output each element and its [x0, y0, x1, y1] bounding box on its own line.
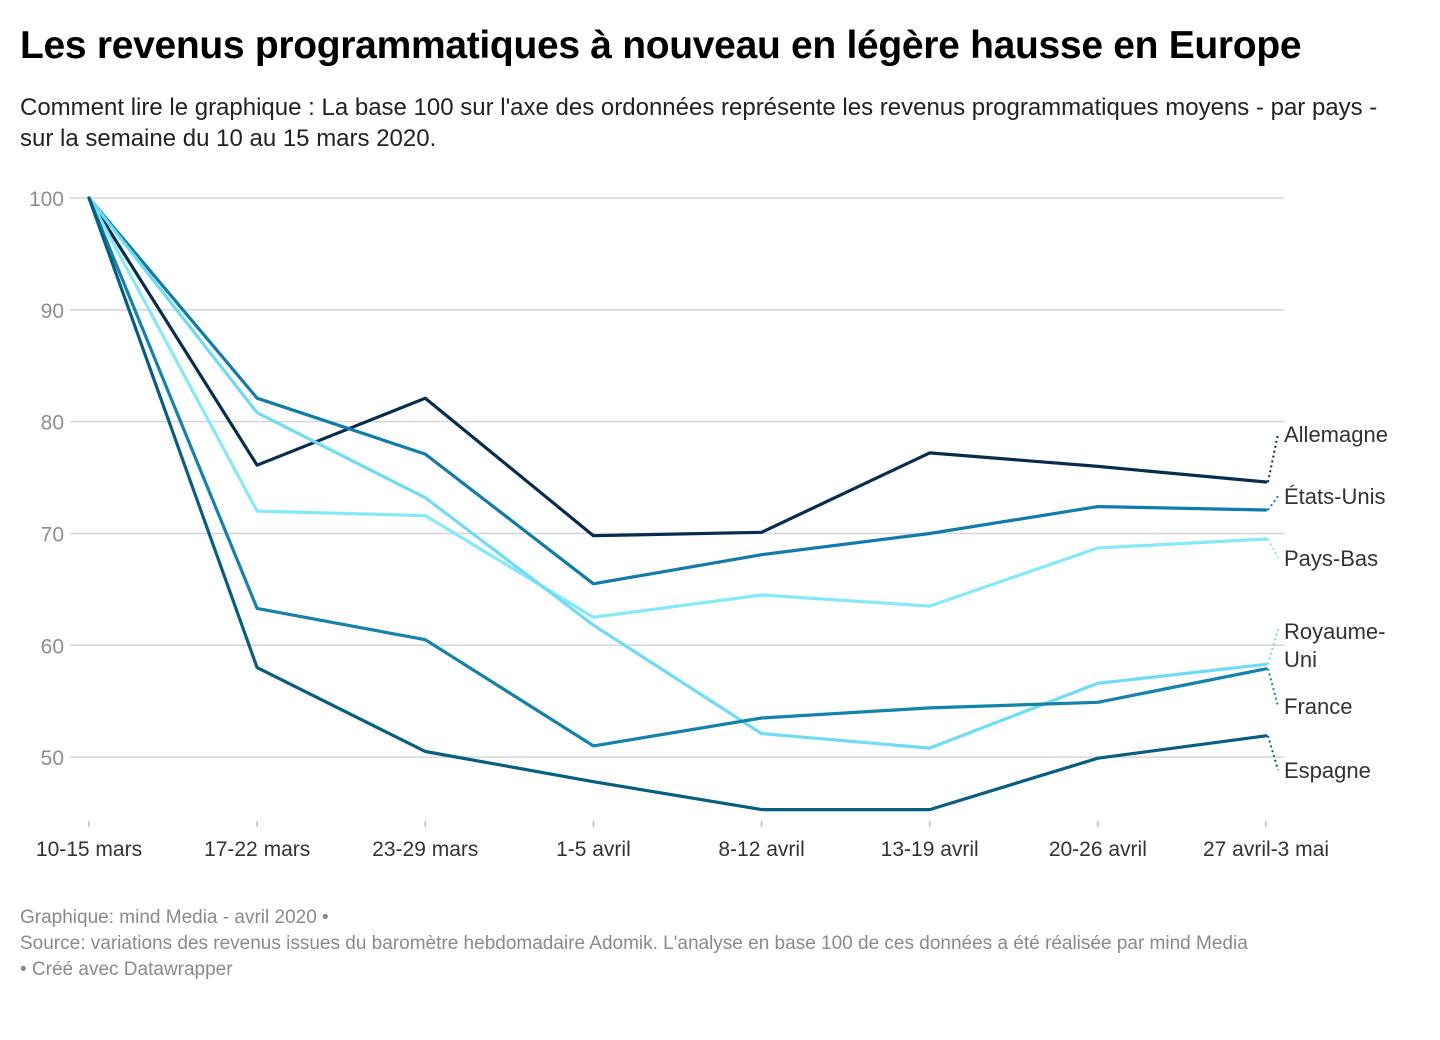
series-label-4: France [1284, 694, 1352, 719]
series-labels: Allemagne États-Unis Pays-Bas Royaume- Uni Fr… [1267, 422, 1388, 783]
label-leader-3 [1267, 628, 1279, 665]
footer-tool: • Créé avec Datawrapper [20, 959, 233, 980]
label-leader-0 [1267, 433, 1279, 483]
footer-credit: Graphique: mind Media - avril 2020 • [20, 907, 329, 928]
x-tick-label: 20-26 avril [1049, 838, 1147, 861]
series-line-5 [87, 196, 1268, 812]
y-tick-label-100: 100 [29, 188, 64, 211]
series-lines [87, 196, 1268, 812]
series-label-3: Royaume- [1284, 619, 1385, 644]
x-tick-label: 17-22 mars [204, 838, 310, 861]
x-axis-ticks: 10-15 mars 17-22 mars 23-29 mars 1-5 avril 8… [36, 821, 1329, 861]
y-axis-ticks: 50 60 70 80 90 100 [29, 188, 64, 770]
x-tick-label: 23-29 mars [372, 838, 478, 861]
chart-subtitle: Comment lire le graphique : La base 100 … [20, 94, 1378, 152]
series-label-0: Allemagne [1284, 422, 1388, 447]
label-leader-2 [1267, 538, 1279, 559]
chart-title: Les revenus programmatiques à nouveau en… [20, 24, 1302, 67]
y-tick-label-90: 90 [41, 300, 64, 323]
gridlines [70, 197, 1284, 758]
series-line-4 [87, 196, 1268, 748]
chart-footer: Graphique: mind Media - avril 2020 • Sou… [20, 905, 1410, 983]
series-label-3-line2: Uni [1284, 647, 1317, 672]
series-label-2: Pays-Bas [1284, 546, 1378, 571]
series-line-0 [87, 196, 1268, 538]
line-chart: 50 60 70 80 90 100 10-15 mars 17-22 mars 23-29 … [29, 188, 1388, 861]
y-tick-label-70: 70 [41, 523, 64, 546]
footer-source: Source: variations des revenus issues du… [20, 933, 1248, 954]
x-tick-label: 10-15 mars [36, 838, 142, 861]
y-tick-label-50: 50 [41, 747, 64, 770]
series-label-5: Espagne [1284, 758, 1371, 783]
x-tick-label: 1-5 avril [556, 838, 631, 861]
y-tick-label-60: 60 [41, 635, 64, 658]
label-leader-1 [1267, 495, 1279, 511]
series-line-3 [87, 196, 1268, 750]
series-line-2 [87, 196, 1268, 619]
x-tick-label: 8-12 avril [718, 838, 804, 861]
x-tick-label: 27 avril-3 mai [1203, 838, 1329, 861]
label-leader-5 [1267, 735, 1279, 771]
series-label-1: États-Unis [1284, 484, 1385, 509]
label-leader-4 [1267, 668, 1279, 707]
y-tick-label-80: 80 [41, 412, 64, 435]
series-line-1 [87, 196, 1268, 586]
x-tick-label: 13-19 avril [881, 838, 979, 861]
